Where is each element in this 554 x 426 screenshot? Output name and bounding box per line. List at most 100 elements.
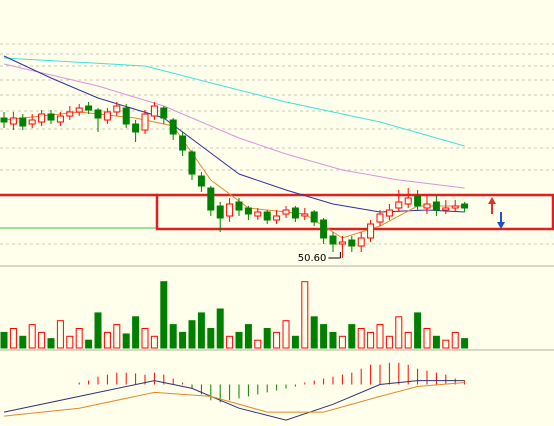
volume-bar	[85, 339, 93, 349]
volume-bar	[132, 316, 140, 349]
volume-bar	[0, 331, 8, 349]
candle-body	[38, 113, 46, 123]
candle-body	[169, 119, 177, 135]
candle-body	[301, 213, 309, 217]
indicator-line	[3, 63, 465, 189]
volume-bar	[141, 328, 149, 349]
indicator-line	[3, 57, 465, 147]
candle-body	[19, 117, 27, 127]
candle-body	[432, 201, 440, 211]
candle-body	[150, 105, 158, 117]
volume-bar	[75, 328, 83, 349]
volume-bar	[235, 331, 243, 349]
candle-body	[122, 107, 130, 125]
volume-bar	[66, 335, 74, 349]
volume-bar	[310, 316, 318, 349]
candle-body	[273, 215, 281, 221]
volume-bar	[461, 338, 469, 349]
indicator-line	[3, 380, 465, 421]
volume-bar	[395, 316, 403, 349]
volume-bar	[432, 335, 440, 349]
volume-bar	[19, 335, 27, 349]
candle-body	[179, 135, 187, 151]
plot-area: 50.60	[0, 55, 469, 421]
candle-body	[47, 113, 55, 121]
candle-body	[461, 203, 469, 209]
range-box	[155, 193, 554, 231]
volume-bar	[56, 320, 64, 349]
candle-body	[291, 207, 299, 219]
volume-bar	[338, 335, 346, 349]
candle-body	[367, 223, 375, 239]
volume-bar	[357, 328, 365, 349]
volume-bar	[451, 331, 459, 349]
volume-bar	[103, 331, 111, 349]
candle-body	[85, 105, 93, 111]
volume-bar	[414, 312, 422, 349]
volume-bar	[122, 333, 130, 349]
candle-body	[132, 123, 140, 133]
candle-body	[338, 241, 346, 245]
volume-bar	[423, 328, 431, 349]
volume-bar	[38, 331, 46, 349]
volume-bar	[376, 324, 384, 349]
indicator-line	[3, 55, 465, 213]
candle-body	[282, 209, 290, 215]
volume-bar	[367, 331, 375, 349]
indicator-line	[3, 111, 465, 239]
candle-body	[216, 205, 224, 219]
candle-body	[263, 211, 271, 221]
candle-body	[310, 211, 318, 223]
volume-bar	[47, 338, 55, 349]
candle-body	[376, 213, 384, 223]
candle-body	[226, 203, 234, 217]
volume-bar	[385, 335, 393, 349]
candle-body	[160, 107, 168, 119]
volume-bar	[244, 324, 252, 349]
grid	[0, 43, 554, 245]
candle-body	[113, 105, 121, 113]
volume-bar	[94, 312, 102, 349]
candle-body	[66, 111, 74, 117]
candle-body	[451, 205, 459, 209]
volume-bar	[273, 331, 281, 349]
candle-body	[207, 187, 215, 211]
volume-bar	[197, 312, 205, 349]
candle-body	[197, 175, 205, 187]
volume-bar	[169, 324, 177, 349]
volume-bar	[348, 324, 356, 349]
volume-bar	[263, 328, 271, 349]
volume-bar	[291, 335, 299, 349]
volume-bar	[160, 281, 168, 349]
candle-body	[9, 117, 17, 125]
volume-bar	[282, 320, 290, 349]
volume-bar	[442, 339, 450, 349]
volume-bar	[320, 324, 328, 349]
volume-bar	[329, 331, 337, 349]
candle-body	[56, 115, 64, 123]
candle-body	[414, 195, 422, 207]
candle-body	[94, 109, 102, 119]
candle-body	[329, 235, 337, 245]
volume-bar	[404, 331, 412, 349]
volume-bar	[254, 339, 262, 349]
indicator-line	[3, 382, 465, 417]
volume-bar	[188, 320, 196, 349]
volume-bar	[216, 308, 224, 349]
candle-body	[320, 219, 328, 239]
candle-body	[188, 151, 196, 175]
candle-body	[103, 111, 111, 121]
candle-body	[404, 197, 412, 205]
volume-bar	[179, 331, 187, 349]
volume-bar	[207, 328, 215, 349]
candle-body	[244, 207, 252, 215]
volume-bar	[9, 328, 17, 349]
candle-body	[357, 237, 365, 247]
volume-bar	[150, 335, 158, 349]
candle-body	[395, 201, 403, 209]
candle-body	[0, 117, 8, 123]
candle-body	[254, 211, 262, 217]
candle-body	[348, 239, 356, 247]
candle-body	[423, 203, 431, 209]
